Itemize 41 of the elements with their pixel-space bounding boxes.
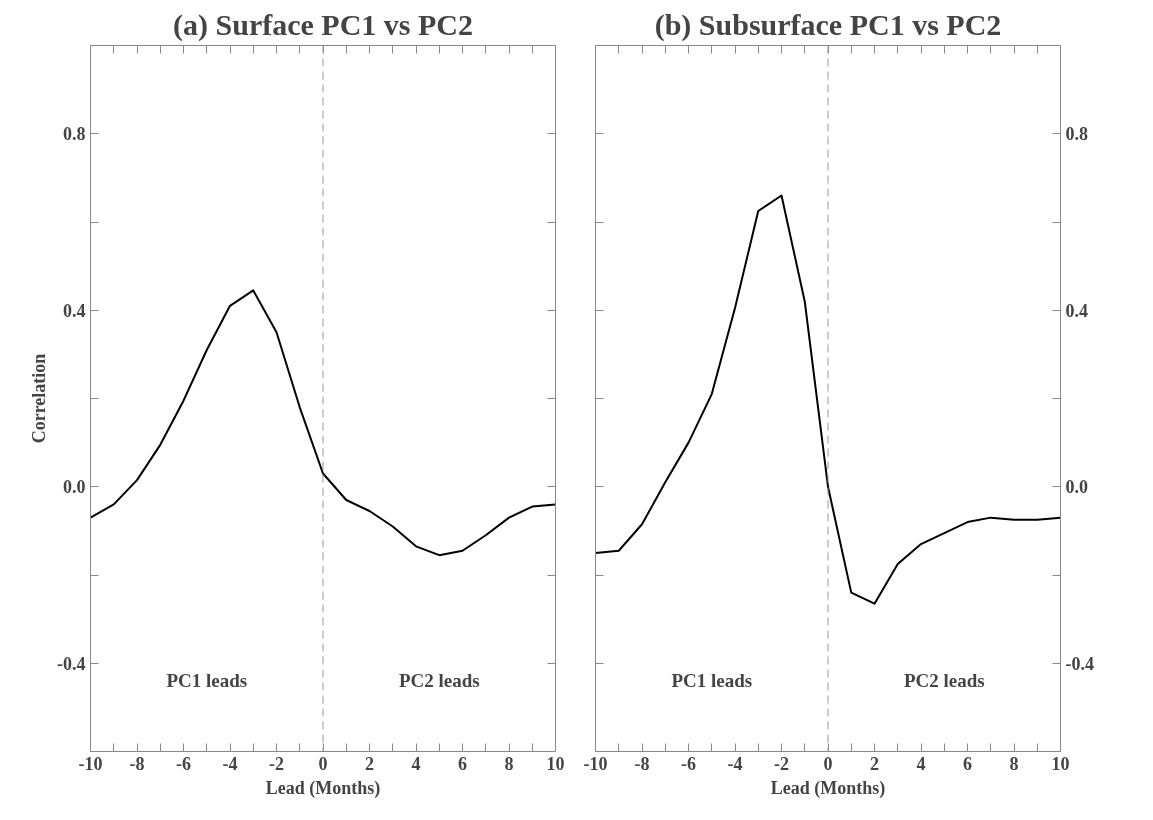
y-tick-label: -0.4	[57, 653, 86, 674]
chart-title: (b) Subsurface PC1 vs PC2	[654, 7, 1002, 42]
y-axis-title: Correlation	[29, 353, 50, 444]
x-tick-label: 2	[365, 753, 374, 774]
annotation: PC2 leads	[903, 670, 985, 692]
x-tick-label: 2	[870, 753, 879, 774]
annotation: PC1 leads	[166, 670, 248, 692]
y2-tick-label: 0.4	[1065, 300, 1088, 321]
y-tick-label: 0.4	[63, 300, 86, 321]
line-series	[90, 289, 556, 557]
y2-tick-label: 0.8	[1065, 124, 1088, 145]
y-tick-label: 0.8	[63, 124, 86, 145]
y2-tick-label: -0.4	[1065, 653, 1094, 674]
x-tick-label: -4	[222, 753, 238, 774]
x-tick-label: -10	[78, 753, 103, 774]
x-tick-label: 8	[1009, 753, 1019, 774]
chart-title: (a) Surface PC1 vs PC2	[173, 7, 473, 42]
x-tick-label: 10	[546, 753, 565, 774]
x-tick-label: 4	[916, 753, 926, 774]
line-series	[595, 194, 1061, 605]
x-tick-label: 0	[823, 753, 833, 774]
y2-tick-label: 0.0	[1065, 477, 1088, 498]
x-tick-label: -2	[269, 753, 284, 774]
x-axis-title: Lead (Months)	[770, 777, 886, 799]
x-tick-label: 4	[411, 753, 421, 774]
x-tick-label: -10	[583, 753, 608, 774]
x-tick-label: 10	[1051, 753, 1070, 774]
x-tick-label: 8	[504, 753, 514, 774]
x-axis-title: Lead (Months)	[265, 777, 381, 799]
x-tick-label: -4	[727, 753, 743, 774]
x-tick-label: -6	[176, 753, 191, 774]
x-tick-label: -8	[634, 753, 650, 774]
x-tick-label: -2	[774, 753, 789, 774]
x-tick-label: 6	[458, 753, 467, 774]
annotation: PC2 leads	[398, 670, 480, 692]
x-tick-label: 6	[963, 753, 972, 774]
x-tick-label: -6	[681, 753, 696, 774]
y-tick-label: 0.0	[63, 477, 86, 498]
x-tick-label: 0	[318, 753, 328, 774]
x-tick-label: -8	[129, 753, 145, 774]
annotation: PC1 leads	[671, 670, 753, 692]
